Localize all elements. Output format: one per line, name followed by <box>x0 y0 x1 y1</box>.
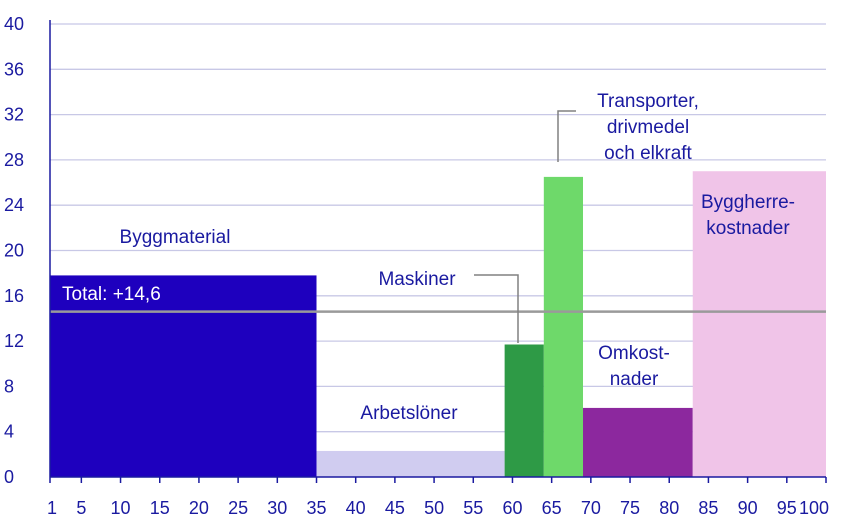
bar-byggherrekostnader <box>692 171 826 477</box>
y-tick-label: 28 <box>4 150 24 170</box>
leader-line-transporter <box>557 110 576 162</box>
x-tick-label: 50 <box>424 498 444 518</box>
category-label-line: kostnader <box>706 218 790 239</box>
y-tick-label: 4 <box>4 422 14 442</box>
x-tick-label: 55 <box>463 498 483 518</box>
x-tick-label: 85 <box>698 498 718 518</box>
x-tick-label: 20 <box>189 498 209 518</box>
bars <box>50 171 826 477</box>
x-tick-label: 65 <box>542 498 562 518</box>
x-tick-label: 10 <box>111 498 131 518</box>
y-tick-label: 24 <box>4 195 24 215</box>
category-label-line: Maskiner <box>378 269 456 290</box>
x-tick-label: 25 <box>228 498 248 518</box>
category-label: Byggmaterial <box>120 227 231 248</box>
x-tick-label: 35 <box>306 498 326 518</box>
x-tick-label: 95 <box>777 498 797 518</box>
y-tick-label: 16 <box>4 286 24 306</box>
category-label-line: drivmedel <box>607 117 689 138</box>
category-label: Byggherre-kostnader <box>701 192 795 239</box>
bar-transporter-drivmedel-och-elkraft <box>543 176 584 477</box>
y-tick-label: 36 <box>4 59 24 79</box>
x-tick-label: 100 <box>799 498 829 518</box>
y-tick-label: 8 <box>4 376 14 396</box>
category-label-line: Byggherre- <box>701 192 795 213</box>
x-tick-label: 80 <box>659 498 679 518</box>
axes: 0 4 8 12 16 20 24 28 32 36 40 1 5 10 15 20 25 30 35 40 45 50 5… <box>4 14 829 518</box>
x-tick-label: 45 <box>385 498 405 518</box>
x-tick-label: 30 <box>267 498 287 518</box>
category-label-line: nader <box>610 369 659 390</box>
leader-line-maskiner <box>474 274 519 343</box>
category-label-line: och elkraft <box>604 143 692 164</box>
bar-byggmaterial <box>50 275 317 477</box>
bar-maskiner <box>504 344 544 477</box>
y-tick-label: 20 <box>4 241 24 261</box>
category-label-line: Transporter, <box>597 91 699 112</box>
x-tick-label: 15 <box>150 498 170 518</box>
x-tick-label: 40 <box>346 498 366 518</box>
bar-arbetslöner <box>316 450 505 477</box>
category-label-line: Arbetslöner <box>360 403 458 424</box>
y-tick-label: 12 <box>4 331 24 351</box>
y-tick-label: 32 <box>4 105 24 125</box>
category-label: Arbetslöner <box>360 403 458 424</box>
x-tick-label: 75 <box>620 498 640 518</box>
category-label: Omkost-nader <box>598 343 670 390</box>
bar-omkostnader <box>583 407 693 477</box>
y-tick-label: 0 <box>4 467 14 487</box>
category-label-line: Byggmaterial <box>120 227 231 248</box>
category-label: Maskiner <box>378 269 456 290</box>
y-tick-label: 40 <box>4 14 24 34</box>
x-tick-label: 70 <box>581 498 601 518</box>
total-label: Total: +14,6 <box>62 284 161 305</box>
x-tick-label: 5 <box>76 498 86 518</box>
x-tick-label: 60 <box>502 498 522 518</box>
x-tick-label: 90 <box>738 498 758 518</box>
labels: Byggmaterial Arbetslöner Maskiner Transport… <box>62 91 795 424</box>
category-label-line: Omkost- <box>598 343 670 364</box>
category-label: Transporter, drivmedel och elkraft <box>597 91 699 164</box>
x-tick-label: 1 <box>47 498 57 518</box>
